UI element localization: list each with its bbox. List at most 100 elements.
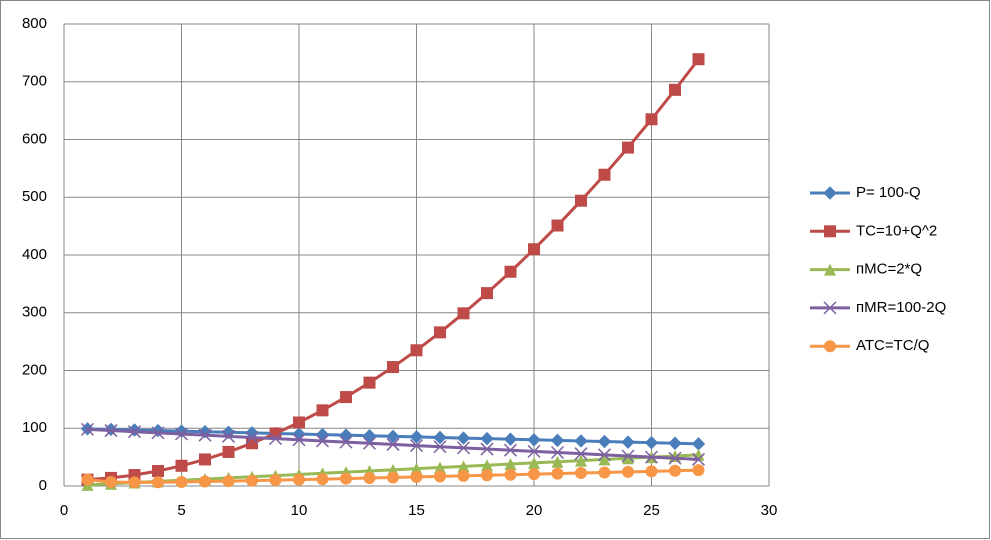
marker xyxy=(386,437,400,451)
marker xyxy=(340,472,352,485)
marker xyxy=(363,472,376,485)
marker xyxy=(645,113,658,126)
marker xyxy=(503,432,518,446)
legend-item: ATC=TC/Q xyxy=(810,337,929,354)
legend-label: P= 100-Q xyxy=(856,184,921,201)
marker xyxy=(434,470,446,483)
marker xyxy=(575,467,587,480)
marker xyxy=(504,468,517,481)
marker xyxy=(528,456,540,469)
marker xyxy=(622,141,634,154)
marker xyxy=(669,464,681,477)
marker xyxy=(644,435,659,450)
marker xyxy=(527,444,541,458)
y-tick-label: 300 xyxy=(22,304,47,321)
marker xyxy=(387,471,399,484)
y-tick-label: 700 xyxy=(22,73,47,90)
marker xyxy=(81,473,94,486)
marker xyxy=(268,432,283,446)
marker xyxy=(363,376,376,389)
legend-item: пMR=100-2Q xyxy=(810,299,946,316)
marker-stroke xyxy=(823,301,837,315)
marker xyxy=(221,429,236,443)
marker xyxy=(824,263,836,276)
marker xyxy=(621,435,635,449)
marker-stroke xyxy=(550,445,565,460)
marker xyxy=(457,307,470,320)
marker xyxy=(692,464,705,477)
marker-stroke xyxy=(527,444,541,458)
marker xyxy=(528,468,540,481)
marker xyxy=(574,447,588,461)
marker-stroke xyxy=(386,437,400,451)
marker xyxy=(456,431,471,445)
marker xyxy=(174,427,189,441)
marker xyxy=(622,452,634,465)
marker xyxy=(481,287,493,300)
marker xyxy=(340,391,352,404)
y-tick-label: 100 xyxy=(22,419,47,436)
marker-stroke xyxy=(621,449,635,463)
marker xyxy=(222,445,235,458)
marker xyxy=(387,361,399,374)
marker xyxy=(433,430,447,445)
marker xyxy=(575,454,587,467)
marker-stroke xyxy=(480,442,494,456)
marker xyxy=(434,461,446,474)
marker-stroke xyxy=(245,430,259,445)
x-tick-label: 30 xyxy=(761,502,778,519)
marker xyxy=(175,475,188,488)
legend-item: TC=10+Q^2 xyxy=(810,222,937,239)
marker-stroke xyxy=(268,432,283,446)
marker xyxy=(691,452,706,466)
marker xyxy=(457,460,470,473)
marker xyxy=(823,301,837,315)
marker xyxy=(292,433,306,447)
marker xyxy=(269,474,282,487)
marker xyxy=(409,439,424,453)
y-tick-label: 200 xyxy=(22,361,47,378)
marker xyxy=(645,465,658,478)
marker xyxy=(245,430,259,445)
marker-stroke xyxy=(104,424,118,438)
marker xyxy=(823,186,837,200)
marker xyxy=(433,440,447,454)
marker xyxy=(152,476,164,489)
marker xyxy=(339,435,353,449)
marker-stroke xyxy=(668,451,682,465)
y-tick-label: 800 xyxy=(22,15,47,32)
marker xyxy=(504,458,517,471)
marker xyxy=(293,473,305,486)
marker xyxy=(550,433,565,448)
marker xyxy=(199,453,211,466)
x-tick-label: 20 xyxy=(526,502,543,519)
y-tick-label: 0 xyxy=(39,477,47,494)
x-tick-label: 25 xyxy=(643,502,660,519)
marker xyxy=(104,424,118,438)
marker-stroke xyxy=(456,441,471,455)
marker xyxy=(527,433,541,447)
marker-stroke xyxy=(198,428,212,442)
legend-label: ATC=TC/Q xyxy=(856,337,929,354)
marker-stroke xyxy=(80,422,95,436)
marker xyxy=(199,475,211,488)
marker xyxy=(481,469,493,482)
marker xyxy=(316,473,329,486)
x-tick-label: 15 xyxy=(408,502,425,519)
marker xyxy=(152,464,164,477)
marker xyxy=(480,442,494,456)
marker xyxy=(128,476,141,489)
marker xyxy=(597,448,612,462)
marker xyxy=(456,441,471,455)
marker xyxy=(575,194,587,207)
marker xyxy=(551,467,564,480)
marker-stroke xyxy=(127,425,142,439)
marker xyxy=(480,431,494,446)
marker xyxy=(692,53,705,66)
marker xyxy=(316,404,329,417)
x-tick-label: 0 xyxy=(60,502,68,519)
marker xyxy=(669,83,681,96)
marker xyxy=(574,434,588,448)
x-tick-label: 5 xyxy=(177,502,185,519)
